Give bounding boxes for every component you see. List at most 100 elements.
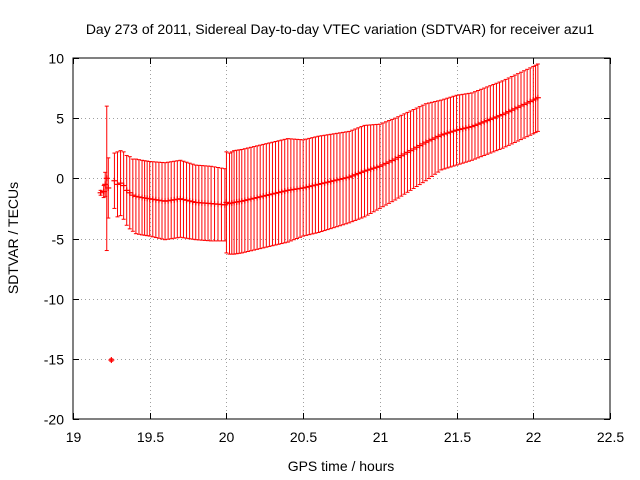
x-tick-label: 20.5 (290, 429, 317, 445)
data-point (327, 133, 334, 230)
data-point (155, 161, 162, 239)
data-point (333, 132, 340, 228)
data-point (241, 148, 248, 253)
data-point (114, 151, 121, 218)
y-tick-label: -20 (44, 412, 64, 428)
chart-title: Day 273 of 2011, Sidereal Day-to-day VTE… (86, 21, 595, 37)
data-point (395, 116, 402, 199)
data-point (211, 166, 218, 242)
data-point (336, 132, 343, 227)
grid (73, 58, 610, 419)
data-point (392, 117, 399, 201)
data-point (404, 111, 411, 193)
data-point (422, 103, 429, 182)
data-point (281, 138, 288, 244)
data-point (254, 145, 261, 250)
x-tick-label: 22 (526, 429, 542, 445)
data-series (97, 63, 541, 364)
data-point (456, 94, 463, 165)
data-point (135, 159, 142, 235)
data-point (407, 110, 414, 191)
x-tick-label: 20 (219, 429, 235, 445)
data-point (129, 158, 136, 232)
data-point (244, 147, 251, 252)
data-point (247, 146, 254, 252)
data-point (266, 142, 273, 247)
data-point (471, 91, 478, 160)
data-point (416, 106, 423, 186)
data-point (447, 96, 454, 168)
data-point (126, 156, 133, 230)
data-point (103, 105, 110, 252)
y-axis-ticks: -20 -15 -10 -5 0 5 10 (44, 51, 610, 428)
y-tick-label: -10 (44, 292, 64, 308)
data-point (490, 83, 497, 153)
y-tick-label: 5 (56, 111, 64, 127)
data-point (303, 138, 310, 236)
data-point (367, 124, 374, 214)
data-point (117, 150, 124, 217)
data-point (189, 163, 196, 240)
data-point (487, 85, 494, 154)
data-point (527, 67, 534, 136)
data-point (346, 130, 353, 224)
data-point (97, 189, 104, 196)
data-point (309, 137, 316, 235)
data-point (330, 133, 337, 229)
data-point (111, 152, 118, 209)
data-point (453, 94, 460, 166)
data-point (343, 131, 350, 225)
data-point (321, 134, 328, 232)
data-point (312, 136, 319, 234)
data-point (481, 87, 488, 156)
data-point (419, 104, 426, 184)
data-point (502, 78, 509, 148)
data-point (413, 107, 420, 188)
data-point (432, 101, 439, 175)
y-tick-label: -15 (44, 352, 64, 368)
x-tick-label: 21.5 (444, 429, 471, 445)
data-point (123, 154, 130, 226)
data-point (269, 141, 276, 247)
data-point (238, 148, 245, 254)
data-point (505, 77, 512, 146)
data-point (349, 129, 356, 223)
data-point (306, 137, 313, 236)
data-point (484, 86, 491, 155)
data-point (315, 135, 322, 233)
x-axis-label: GPS time / hours (288, 458, 395, 474)
data-point (410, 109, 417, 189)
data-point (300, 139, 307, 237)
data-point (499, 80, 506, 149)
y-tick-label: -5 (52, 232, 65, 248)
data-point (251, 146, 258, 251)
y-tick-label: 0 (56, 171, 64, 187)
data-point (462, 93, 469, 163)
data-point (186, 162, 193, 240)
data-point (382, 121, 389, 206)
data-point (450, 95, 457, 167)
data-point (105, 157, 112, 219)
x-tick-label: 22.5 (597, 429, 624, 445)
data-point (226, 152, 233, 255)
data-point (444, 97, 451, 169)
x-axis-ticks: 19 19.5 20 20.5 21 21.5 22 22.5 (66, 58, 624, 445)
x-tick-label: 19.5 (137, 429, 164, 445)
data-point (478, 88, 485, 158)
data-point (364, 124, 371, 216)
data-point (425, 102, 432, 180)
data-point (318, 135, 325, 233)
data-point (429, 101, 436, 177)
data-point (386, 120, 393, 204)
data-point (475, 89, 482, 159)
data-point (459, 93, 466, 164)
data-point (534, 63, 541, 132)
data-point (468, 92, 475, 161)
data-point (132, 158, 139, 235)
data-point (521, 70, 528, 139)
data-point (100, 185, 107, 199)
data-point (401, 113, 408, 195)
data-point (465, 92, 472, 162)
data-point (183, 161, 190, 239)
